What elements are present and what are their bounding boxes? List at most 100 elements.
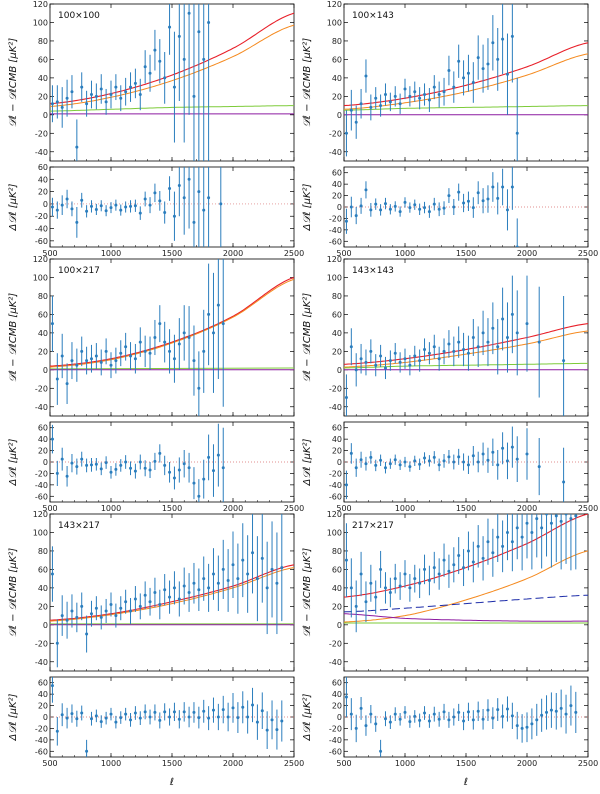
model-curve-poisson: [344, 330, 588, 368]
data-point: [369, 581, 373, 585]
data-point: [216, 303, 220, 307]
data-point: [447, 68, 451, 72]
r-tick-label: 20: [332, 192, 342, 201]
data-point: [496, 535, 500, 539]
residual-point: [471, 206, 475, 210]
data-point: [388, 100, 392, 104]
data-point: [388, 359, 392, 363]
data-point: [525, 521, 529, 525]
data-point: [471, 560, 475, 564]
data-point: [554, 514, 558, 518]
data-point: [129, 354, 133, 358]
y-tick-label: 60: [38, 310, 48, 319]
data-point: [537, 340, 541, 344]
data-point: [60, 614, 64, 618]
residual-axis-label: Δ𝒟ℓ [μK²]: [302, 438, 313, 486]
model-curve-poisson: [50, 567, 294, 622]
y-tick-label: 0: [43, 621, 48, 630]
data-point: [447, 569, 451, 573]
data-point: [530, 530, 534, 534]
residual-point: [138, 460, 142, 464]
data-point: [114, 359, 118, 363]
data-point: [520, 535, 524, 539]
residual-point: [138, 211, 142, 215]
y-tick-label: -20: [35, 639, 48, 648]
data-point: [99, 87, 103, 91]
data-point: [119, 351, 123, 355]
residual-point: [211, 708, 215, 712]
data-point: [540, 526, 544, 530]
data-point: [143, 65, 147, 69]
data-point: [89, 612, 93, 616]
data-point: [211, 572, 215, 576]
x-tick-label: 500: [42, 759, 57, 768]
data-point: [462, 348, 466, 352]
data-point: [481, 331, 485, 335]
x-tick-label: 1000: [395, 759, 415, 768]
data-point: [177, 342, 181, 346]
y-axis-label: 𝒟ℓ − 𝒟ℓCMB [μK²]: [302, 293, 313, 382]
residual-point: [447, 194, 451, 198]
data-point: [510, 34, 514, 38]
r-tick-label: -20: [35, 212, 48, 221]
data-point: [354, 120, 358, 124]
data-point: [231, 563, 235, 567]
r-tick-label: -40: [329, 481, 342, 490]
y-axis-label: 𝒟ℓ − 𝒟ℓCMB [μK²]: [8, 548, 19, 637]
residual-point: [364, 724, 368, 728]
residual-point: [129, 204, 133, 208]
top-frame: [343, 258, 589, 417]
data-point: [109, 93, 113, 97]
data-point: [246, 572, 250, 576]
y-tick-label: 120: [33, 0, 48, 9]
data-point: [349, 345, 353, 349]
data-point: [60, 105, 64, 109]
data-point: [496, 345, 500, 349]
residual-point: [491, 450, 495, 454]
panel-label: 217×217: [352, 521, 394, 531]
residual-point: [163, 463, 167, 467]
residual-point: [182, 196, 186, 200]
residual-point: [158, 718, 162, 722]
residual-point: [496, 463, 500, 467]
r-tick-label: -20: [35, 724, 48, 733]
data-point: [427, 578, 431, 582]
residual-point: [133, 711, 137, 715]
x-tick-label: 500: [336, 504, 351, 513]
panel-100x143: 500 1000 1500 2000 2500 -40 -20 0 20 40 60 80 100 120…: [302, 0, 598, 258]
data-point: [408, 94, 412, 98]
data-point: [163, 340, 167, 344]
data-point: [344, 131, 348, 135]
residual-point: [219, 202, 223, 206]
residual-point: [143, 466, 147, 470]
data-point: [393, 577, 397, 581]
panel-217x217: 500 1000 1500 2000 2500 -40 -20 0 20 40 60 80 100 120…: [302, 510, 598, 788]
data-point: [398, 360, 402, 364]
residual-point: [471, 454, 475, 458]
residual-point: [236, 716, 240, 720]
residual-point: [379, 749, 383, 753]
residual-point: [89, 463, 93, 467]
x-tick-label: 2000: [517, 759, 537, 768]
residual-point: [408, 720, 412, 724]
residual-point: [119, 716, 123, 720]
data-point: [280, 566, 284, 570]
x-tick-label: 1500: [456, 759, 476, 768]
data-point: [211, 331, 215, 335]
residual-point: [471, 718, 475, 722]
x-tick-label: 1000: [395, 504, 415, 513]
residual-point: [423, 206, 427, 210]
model-curve-sz: [344, 613, 588, 622]
residual-point: [129, 466, 133, 470]
data-point: [432, 85, 436, 89]
data-point: [510, 312, 514, 316]
residual-point: [457, 710, 461, 714]
residual-point: [457, 190, 461, 194]
residual-point: [163, 211, 167, 215]
data-point: [344, 396, 348, 400]
data-point: [75, 145, 79, 149]
data-point: [207, 586, 211, 590]
data-point: [192, 94, 196, 98]
r-tick-label: 20: [332, 702, 342, 711]
panel-label: 143×143: [352, 266, 394, 276]
